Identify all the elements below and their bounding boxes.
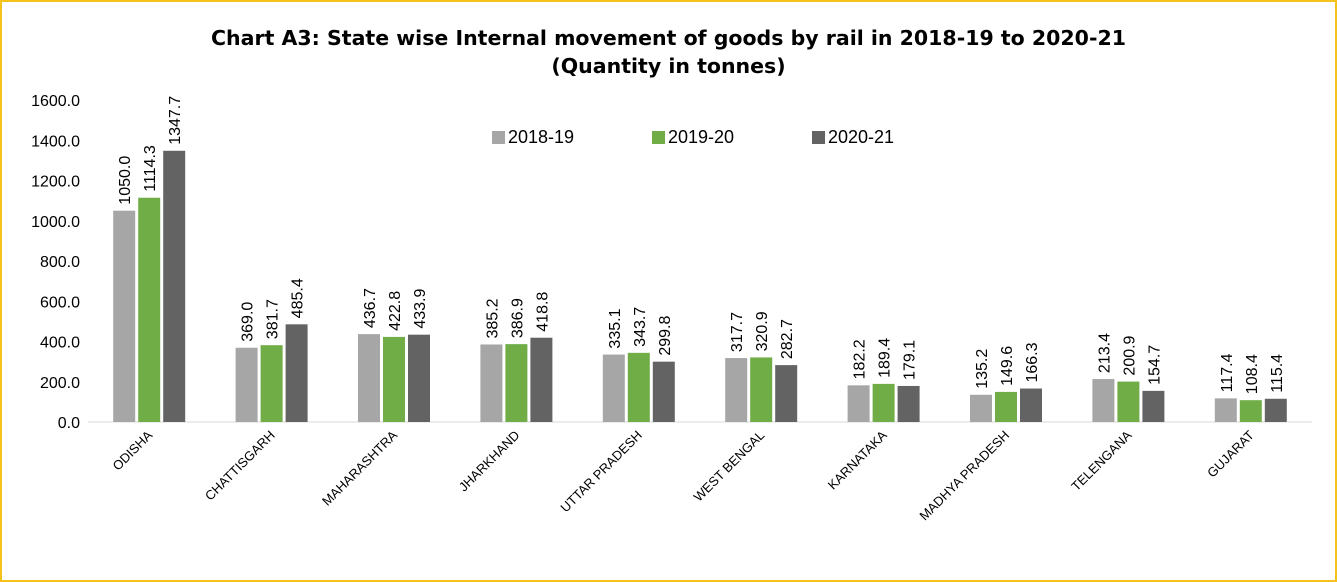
chart-title: Chart A3: State wise Internal movement o… [211, 26, 1126, 50]
legend-label: 2018-19 [508, 127, 574, 147]
bar-2018-19 [480, 344, 503, 422]
data-label: 115.4 [1269, 354, 1286, 393]
data-label: 182.2 [852, 339, 869, 379]
bar-2018-19 [970, 394, 992, 422]
x-tick-label: MAHARASHTRA [319, 427, 400, 508]
bar-2019-20 [138, 197, 161, 422]
legend-label: 2020-21 [828, 127, 894, 147]
data-label: 320.9 [754, 311, 771, 351]
bar-2019-20 [627, 352, 650, 422]
bar-2018-19 [1092, 379, 1115, 422]
legend-swatch [492, 131, 505, 144]
bar-2018-19 [847, 385, 870, 422]
bar-2020-21 [652, 361, 675, 422]
x-tick-label: WEST BENGAL [690, 428, 767, 505]
x-tick-label: KARNATAKA [825, 427, 890, 492]
data-label: 317.7 [729, 312, 746, 352]
data-label: 386.9 [509, 298, 526, 338]
x-tick-label: JHARKHAND [456, 428, 523, 495]
data-label: 422.8 [387, 291, 404, 331]
data-label: 117.4 [1219, 353, 1236, 392]
x-tick-label: TELENGANA [1068, 427, 1135, 494]
legend-swatch [652, 131, 665, 144]
y-tick-label: 1200.0 [31, 174, 80, 191]
bar-2018-19 [602, 354, 625, 422]
bar-2019-20 [995, 391, 1017, 422]
data-label: 343.7 [632, 307, 649, 347]
data-label: 200.9 [1121, 335, 1138, 375]
legend-label: 2019-20 [668, 127, 734, 147]
legend-swatch [812, 131, 825, 144]
data-label: 166.3 [1024, 342, 1041, 382]
bar-2020-21 [1142, 390, 1165, 422]
data-label: 485.4 [290, 278, 307, 318]
data-label: 108.4 [1244, 354, 1261, 394]
bar-2019-20 [1117, 381, 1140, 422]
x-tick-label: GUJARAT [1204, 427, 1257, 480]
bar-2019-20 [1239, 400, 1262, 422]
y-tick-label: 0.0 [58, 415, 80, 432]
data-label: 436.7 [362, 288, 379, 328]
x-tick-label: CHATTISGARH [202, 428, 278, 504]
x-tick-label: MADHYA PRADESH [916, 428, 1012, 524]
data-label: 369.0 [240, 302, 257, 342]
bar-2019-20 [750, 357, 773, 422]
bar-2018-19 [358, 334, 380, 422]
data-label: 433.9 [412, 289, 429, 329]
y-tick-label: 200.0 [40, 375, 80, 392]
data-label: 299.8 [657, 316, 674, 356]
data-label: 179.1 [902, 340, 919, 380]
bar-2020-21 [897, 385, 920, 422]
bar-2020-21 [163, 150, 186, 422]
bar-2018-19 [1214, 398, 1237, 422]
bar-2020-21 [408, 334, 430, 422]
bar-2019-20 [505, 344, 528, 422]
data-label: 418.8 [534, 292, 551, 332]
bar-2019-20 [383, 336, 405, 422]
bar-2020-21 [285, 324, 308, 422]
y-tick-label: 800.0 [40, 254, 80, 271]
data-label: 385.2 [484, 298, 501, 338]
bar-2020-21 [1020, 388, 1042, 422]
data-label: 213.4 [1096, 333, 1113, 373]
x-tick-label: UTTAR PRADESH [557, 428, 645, 516]
data-label: 282.7 [779, 319, 796, 359]
y-tick-label: 1000.0 [31, 214, 80, 231]
x-tick-label: ODISHA [109, 427, 155, 473]
bar-2019-20 [260, 345, 283, 422]
y-tick-label: 400.0 [40, 335, 80, 352]
bar-2018-19 [113, 210, 136, 422]
data-label: 135.2 [974, 349, 991, 389]
data-label: 1114.3 [142, 145, 159, 192]
y-tick-label: 600.0 [40, 294, 80, 311]
bar-2018-19 [235, 347, 258, 422]
chart-subtitle: (Quantity in tonnes) [551, 54, 786, 78]
bar-2020-21 [530, 337, 553, 422]
data-label: 189.4 [877, 338, 894, 378]
bar-2020-21 [1264, 398, 1287, 422]
y-tick-label: 1600.0 [31, 93, 80, 110]
y-tick-label: 1400.0 [31, 133, 80, 150]
data-label: 1050.0 [117, 156, 134, 205]
data-label: 381.7 [265, 299, 282, 339]
bar-2020-21 [775, 365, 798, 422]
data-label: 1347.7 [167, 96, 184, 145]
bar-2019-20 [872, 383, 895, 422]
data-label: 154.7 [1146, 345, 1163, 385]
bar-2018-19 [725, 358, 748, 422]
data-label: 335.1 [607, 308, 624, 348]
data-label: 149.6 [999, 346, 1016, 386]
